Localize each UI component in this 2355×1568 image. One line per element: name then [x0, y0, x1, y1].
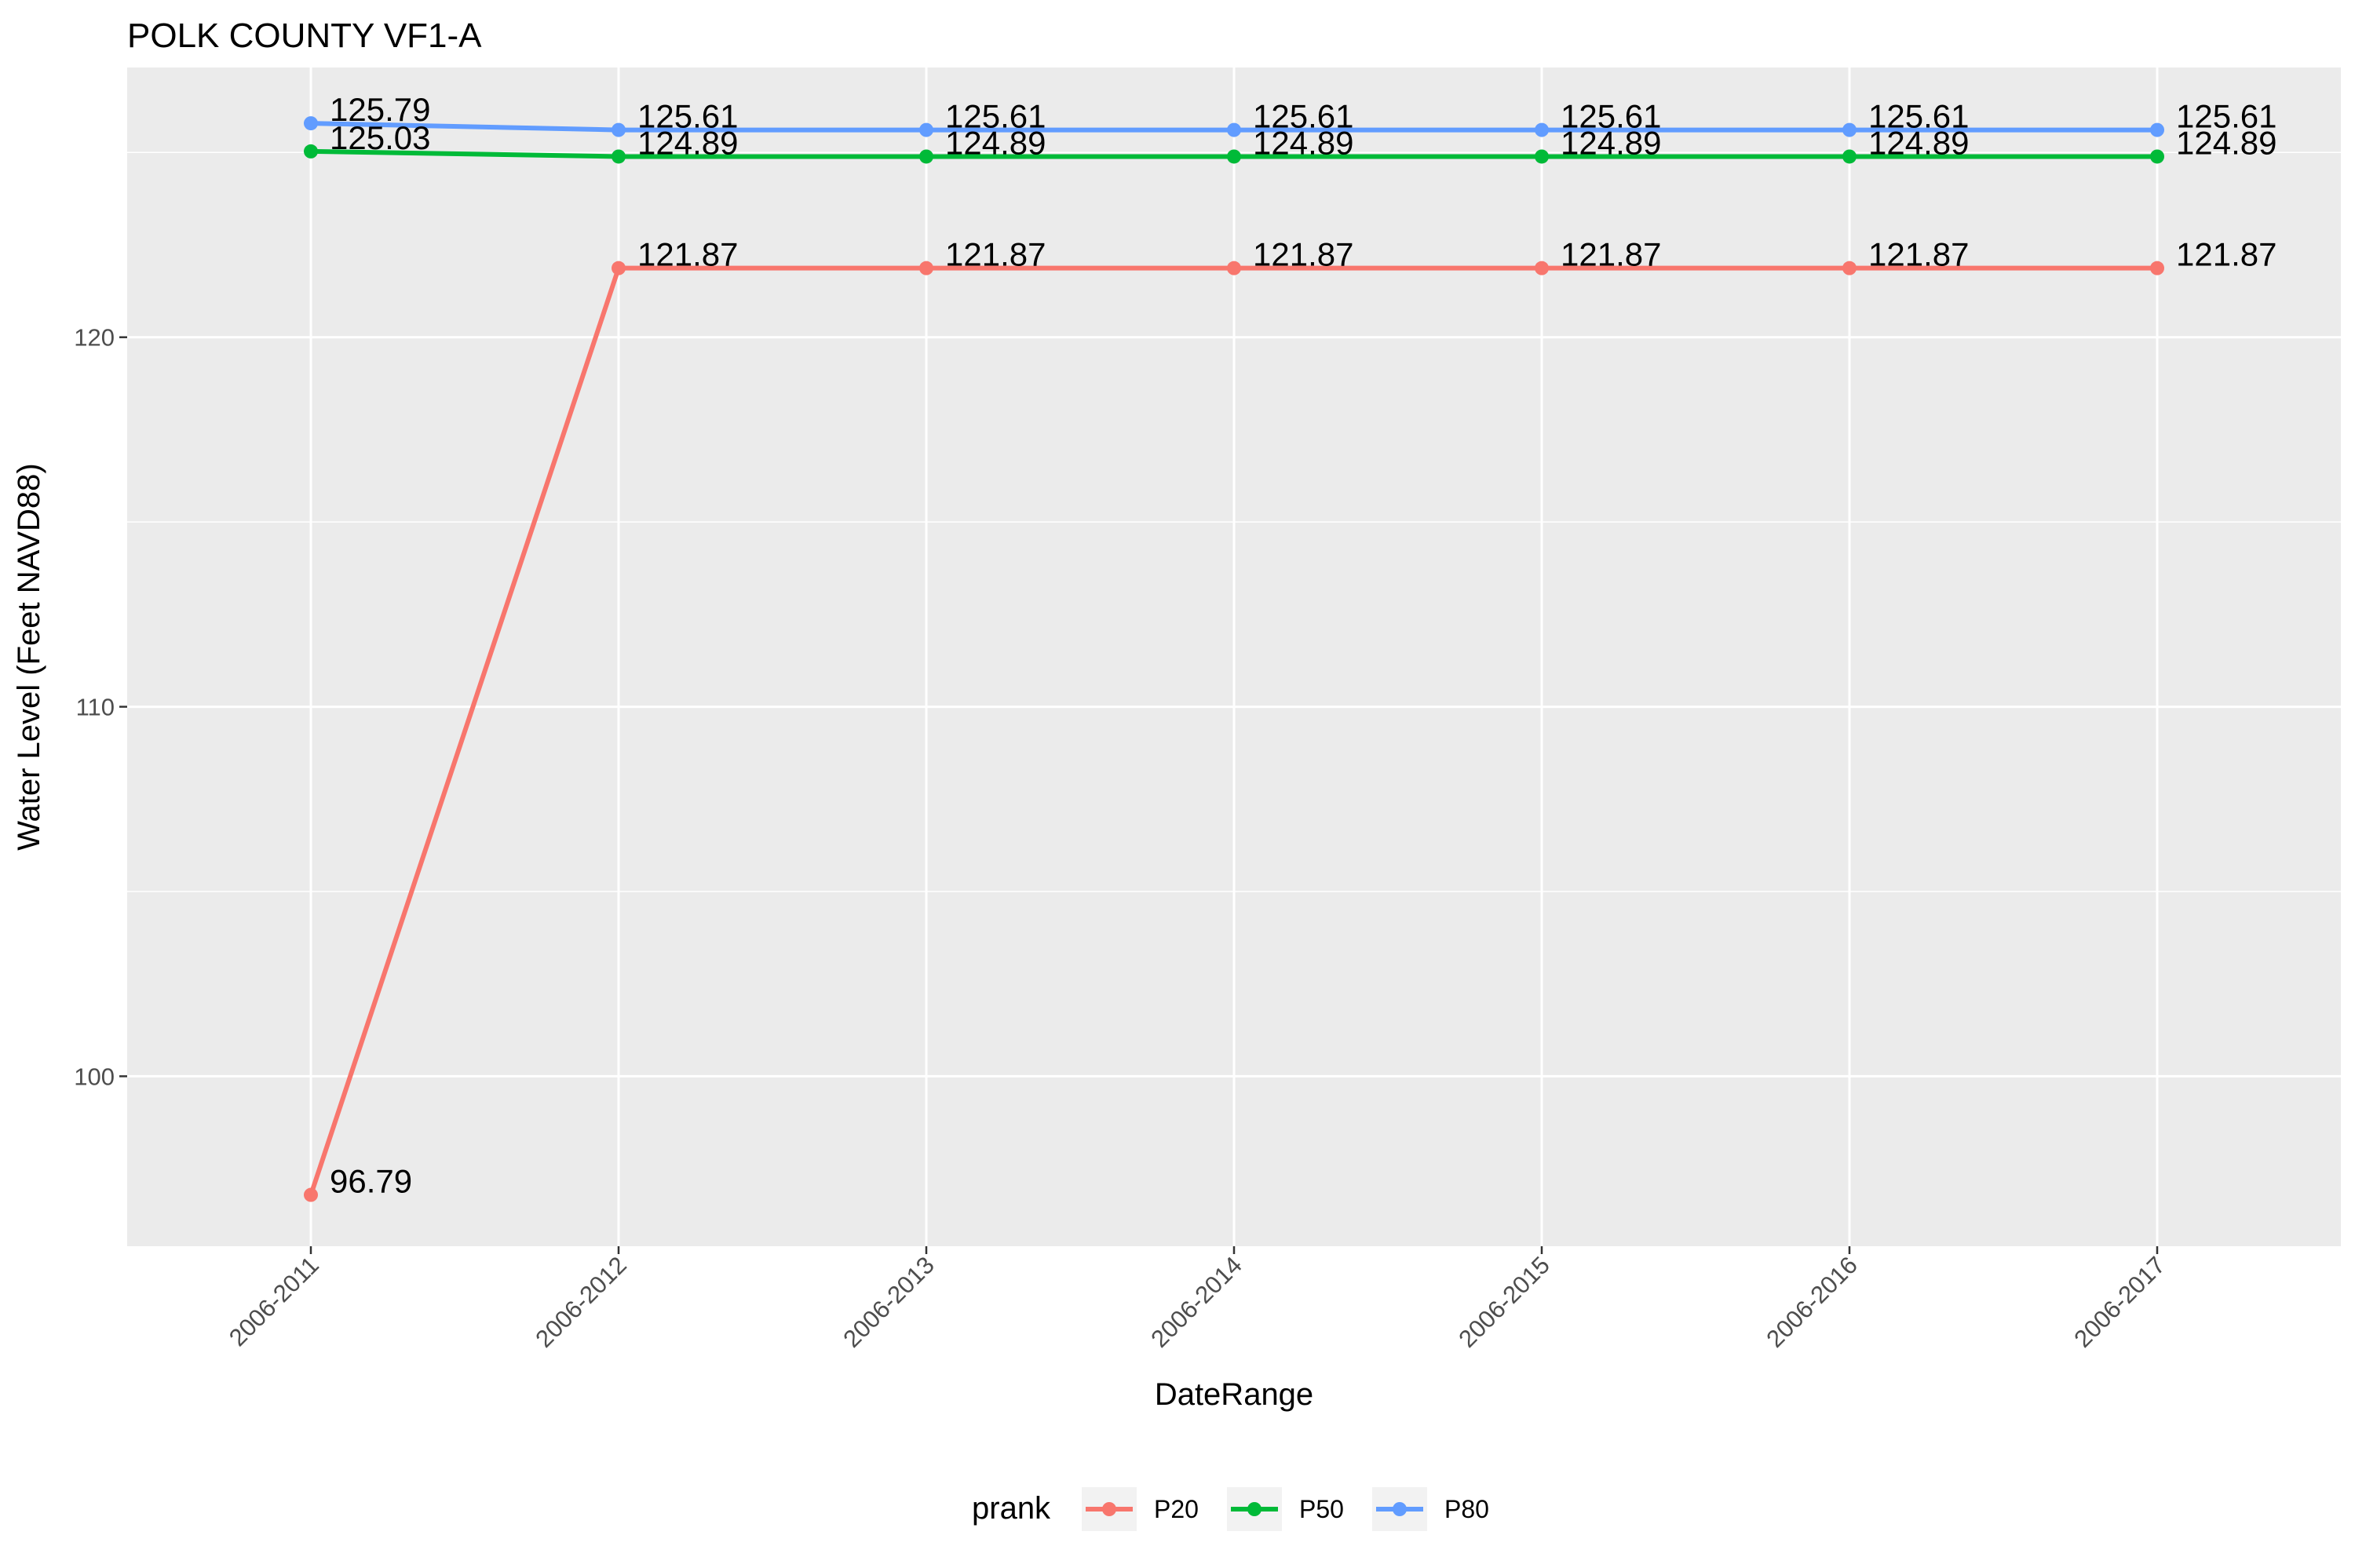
data-point-p80: [919, 122, 933, 137]
x-axis-title: DateRange: [1155, 1377, 1313, 1412]
data-label-p80: 125.61: [1561, 98, 1661, 135]
legend-label-p80: P80: [1444, 1495, 1489, 1523]
data-label-p50: 125.03: [330, 119, 430, 156]
data-point-p20: [304, 1187, 318, 1202]
legend-title: prank: [972, 1491, 1051, 1526]
data-label-p50: 124.89: [1561, 124, 1661, 161]
data-point-p50: [2150, 149, 2164, 164]
data-label-p80: 125.61: [637, 98, 738, 135]
data-point-p20: [919, 261, 933, 275]
data-point-p20: [1535, 261, 1549, 275]
data-label-p20: 121.87: [637, 236, 738, 273]
data-point-p50: [304, 144, 318, 159]
data-labels: 96.79 121.87 121.87 121.87 121.87 121.87 121.8…: [330, 91, 2276, 1199]
legend-label-p50: P50: [1299, 1495, 1344, 1523]
data-point-p20: [1842, 261, 1857, 275]
y-tick-label: 120: [74, 324, 115, 352]
data-label-p20: 121.87: [1561, 236, 1661, 273]
data-label-p50: 124.89: [2176, 124, 2276, 161]
data-label-p20: 96.79: [330, 1163, 412, 1200]
data-label-p50: 124.89: [945, 124, 1046, 161]
data-label-p50: 124.89: [637, 124, 738, 161]
legend-key-point: [1102, 1502, 1116, 1516]
y-axis: 100 110 120: [74, 324, 127, 1090]
data-point-p80: [1842, 122, 1857, 137]
data-point-p80: [612, 122, 626, 137]
major-gridlines: [127, 67, 2341, 1246]
data-point-p80: [2150, 122, 2164, 137]
data-point-p80: [304, 116, 318, 131]
y-axis-title: Water Level (Feet NAVD88): [12, 463, 46, 851]
data-point-p80: [1227, 122, 1241, 137]
data-point-p50: [1227, 149, 1241, 164]
legend-key-point: [1393, 1502, 1407, 1516]
y-tick-label: 100: [74, 1063, 115, 1090]
data-point-p80: [1535, 122, 1549, 137]
legend-key-point: [1247, 1502, 1261, 1516]
y-tick-label: 110: [76, 694, 115, 721]
data-point-p20: [612, 261, 626, 275]
data-point-p50: [612, 149, 626, 164]
series-layer: [304, 116, 2164, 1202]
data-point-p50: [1842, 149, 1857, 164]
data-label-p20: 121.87: [945, 236, 1046, 273]
data-label-p80: 125.61: [945, 98, 1046, 135]
data-point-p50: [1535, 149, 1549, 164]
data-label-p20: 121.87: [1253, 236, 1353, 273]
legend: prank P20 P50 P80: [972, 1487, 1489, 1531]
data-label-p80: 125.61: [1253, 98, 1353, 135]
legend-label-p20: P20: [1154, 1495, 1199, 1523]
data-label-p20: 121.87: [2176, 236, 2276, 273]
data-point-p20: [1227, 261, 1241, 275]
data-point-p20: [2150, 261, 2164, 275]
data-label-p50: 124.89: [1868, 124, 1969, 161]
data-label-p80: 125.61: [2176, 98, 2276, 135]
chart-title: POLK COUNTY VF1-A: [127, 16, 482, 55]
data-label-p50: 124.89: [1253, 124, 1353, 161]
data-label-p80: 125.79: [330, 91, 430, 128]
data-label-p80: 125.61: [1868, 98, 1969, 135]
data-label-p20: 121.87: [1868, 236, 1969, 273]
data-point-p50: [919, 149, 933, 164]
